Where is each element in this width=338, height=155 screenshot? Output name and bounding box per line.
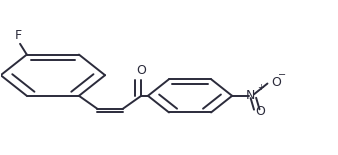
Text: +: + (257, 83, 264, 92)
Text: F: F (15, 29, 22, 42)
Text: O: O (271, 76, 281, 89)
Text: O: O (136, 64, 146, 77)
Text: −: − (277, 70, 286, 80)
Text: N: N (246, 89, 255, 102)
Text: O: O (256, 105, 266, 118)
